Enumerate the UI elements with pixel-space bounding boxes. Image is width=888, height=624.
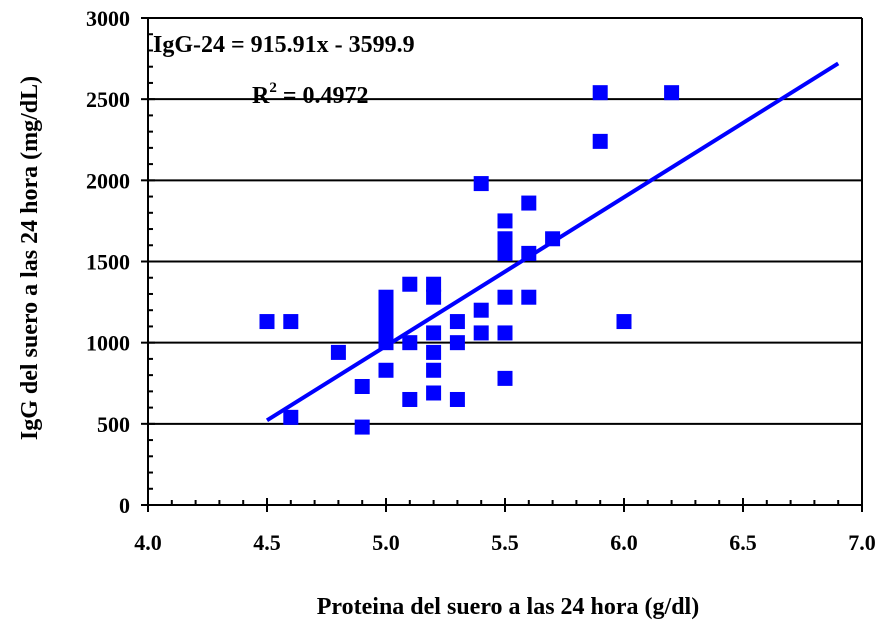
data-point (521, 195, 537, 211)
data-point (664, 85, 680, 101)
y-tick-label: 2000 (86, 168, 130, 193)
y-tick-label: 1500 (86, 250, 130, 275)
data-point (259, 314, 275, 330)
data-point (497, 213, 513, 229)
data-point (402, 276, 418, 292)
data-point (449, 314, 465, 330)
data-point (402, 335, 418, 351)
data-point (354, 378, 370, 394)
data-point (378, 335, 394, 351)
tick-labels: 4.0 4.5 5.0 5.5 6.0 6.5 7.0 0 500 1000 1500 2000 250… (86, 6, 876, 555)
y-axis-title: IgG del suero a las 24 hora (mg/dL) (17, 76, 43, 440)
x-tick-label: 5.0 (372, 530, 400, 555)
trendline-equation: IgG-24 = 915.91x - 3599.9 (153, 32, 415, 58)
r-squared-prefix: R (252, 83, 270, 109)
x-tick-label: 7.0 (848, 530, 876, 555)
data-point (497, 325, 513, 341)
data-point (521, 289, 537, 305)
data-point (497, 231, 513, 247)
data-point (473, 302, 489, 318)
x-axis-title: Proteina del suero a las 24 hora (g/dl) (317, 594, 699, 620)
r-squared-label: R2 = 0.4972 (252, 80, 369, 109)
data-point (378, 289, 394, 305)
data-point (426, 362, 442, 378)
data-point (592, 85, 608, 101)
x-tick-label: 4.0 (134, 530, 162, 555)
axes (141, 17, 863, 512)
data-point (354, 419, 370, 435)
data-point (330, 344, 346, 360)
data-point (449, 391, 465, 407)
x-tick-label: 5.5 (491, 530, 519, 555)
data-point (426, 344, 442, 360)
data-point (402, 391, 418, 407)
data-point (592, 133, 608, 149)
x-tick-label: 6.0 (610, 530, 638, 555)
y-tick-label: 0 (119, 493, 130, 518)
gridlines (148, 98, 862, 425)
data-point (473, 176, 489, 192)
data-point (426, 325, 442, 341)
data-point (378, 362, 394, 378)
data-point (283, 314, 299, 330)
data-points (259, 85, 680, 435)
data-point (283, 409, 299, 425)
data-point (497, 370, 513, 386)
data-point (497, 245, 513, 261)
x-tick-label: 6.5 (729, 530, 757, 555)
y-tick-label: 2500 (86, 87, 130, 112)
data-point (521, 245, 537, 261)
data-point (497, 289, 513, 305)
data-point (473, 325, 489, 341)
x-tick-label: 4.5 (253, 530, 281, 555)
data-point (545, 231, 561, 247)
y-tick-label: 500 (97, 412, 130, 437)
data-point (426, 276, 442, 292)
data-point (426, 385, 442, 401)
r-squared-value: = 0.4972 (277, 83, 369, 109)
y-tick-label: 1000 (86, 331, 130, 356)
r-squared-exponent: 2 (269, 80, 277, 96)
data-point (449, 335, 465, 351)
y-tick-label: 3000 (86, 6, 130, 31)
data-point (616, 314, 632, 330)
data-point (426, 289, 442, 305)
